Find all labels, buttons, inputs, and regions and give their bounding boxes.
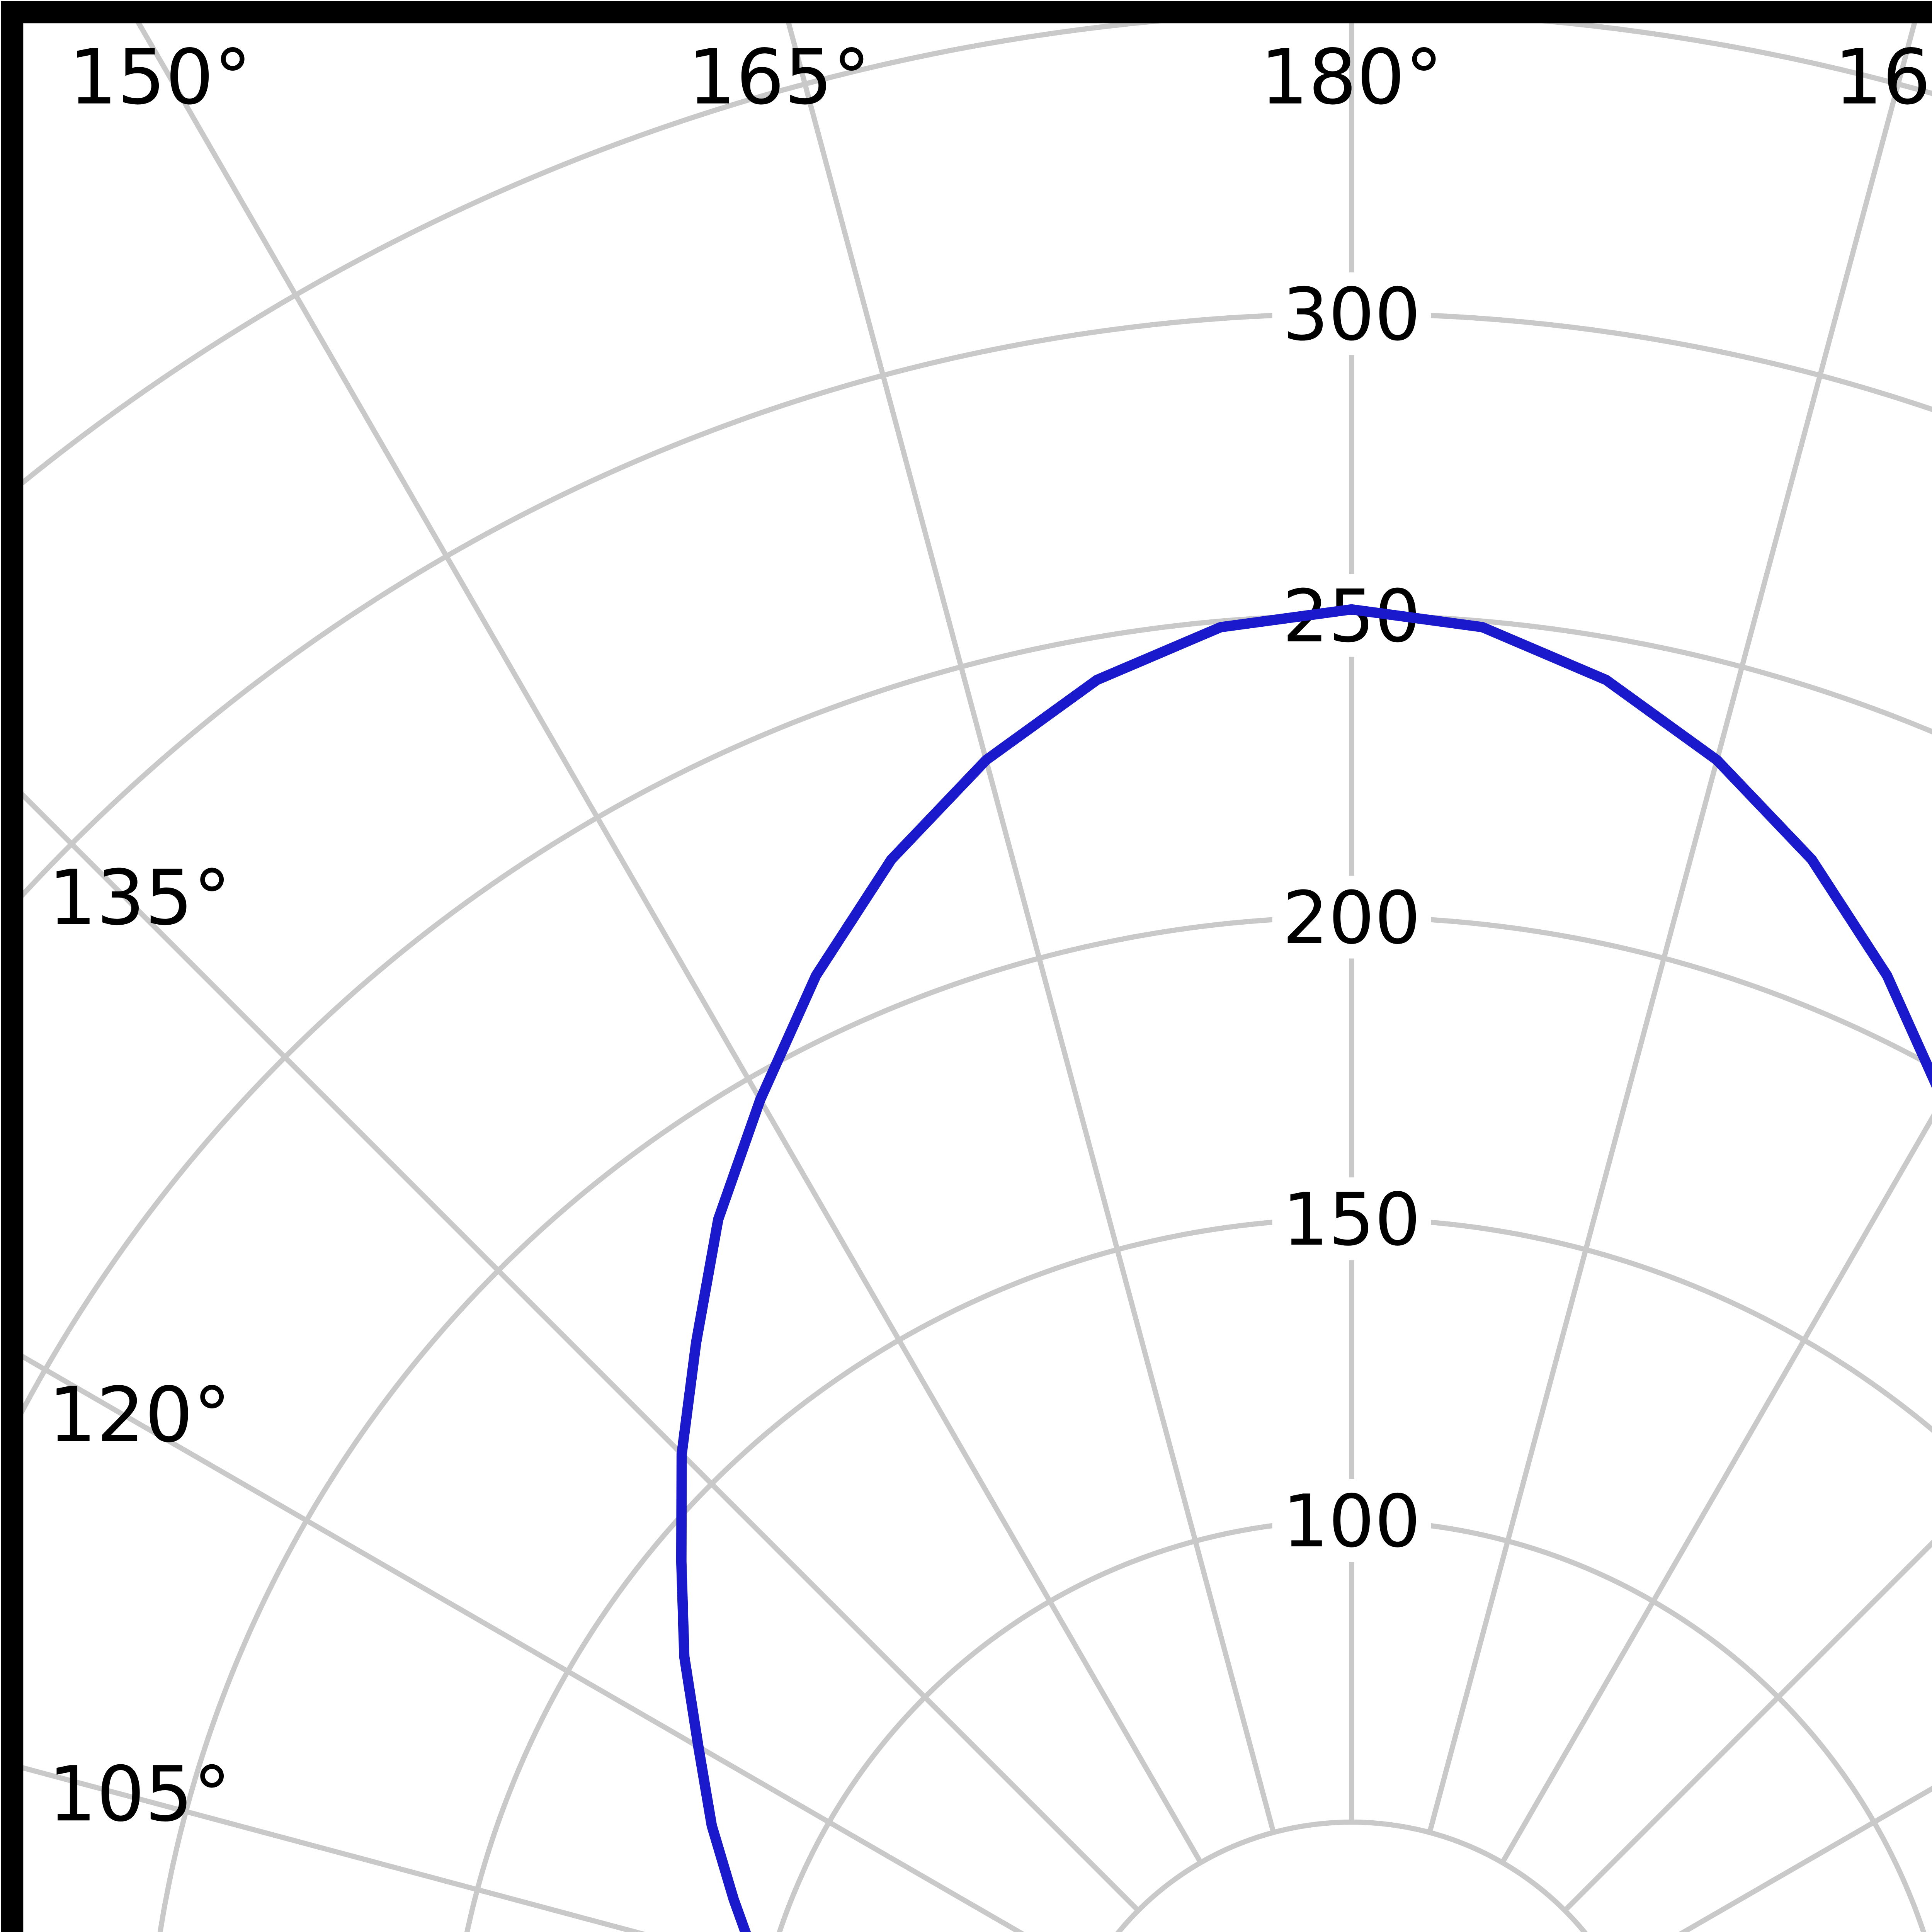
grid-spoke-135 xyxy=(1563,1539,1932,1913)
grid-spoke-150 xyxy=(1500,1113,1932,1864)
angle-labels: 75°90°105°120°135°150°165°180°165°150°13… xyxy=(48,34,1932,1839)
angle-label-120deg: 120° xyxy=(48,1371,231,1459)
grid-spoke-210 xyxy=(134,20,1203,1864)
angle-label-135deg: 135° xyxy=(48,854,231,942)
angle-label-180deg: 180° xyxy=(1260,34,1443,122)
ring-label-100: 100 xyxy=(1282,1480,1421,1564)
grid-spoke-165 xyxy=(1427,20,1918,1833)
ring-label-200: 200 xyxy=(1282,876,1421,960)
angle-label-150deg: 150° xyxy=(69,34,252,122)
intensity-curves xyxy=(676,604,1932,1932)
grid-spoke-195 xyxy=(785,20,1276,1833)
angle-label-165deg: 165° xyxy=(1834,34,1932,122)
ring-label-bg-100 xyxy=(1272,1479,1431,1562)
grid-spoke-225 xyxy=(20,789,1140,1913)
angle-label-165deg: 165° xyxy=(688,34,871,122)
ring-label-bg-300 xyxy=(1272,272,1431,355)
grid-spoke-240 xyxy=(20,1352,1025,1932)
ring-label-bg-150 xyxy=(1272,1177,1431,1260)
angle-label-105deg: 105° xyxy=(48,1750,231,1838)
ring-label-300: 300 xyxy=(1282,273,1421,357)
ring-label-bg-200 xyxy=(1272,876,1431,959)
ring-label-150: 150 xyxy=(1282,1178,1421,1262)
curve-C90-C270 xyxy=(676,604,1932,1932)
